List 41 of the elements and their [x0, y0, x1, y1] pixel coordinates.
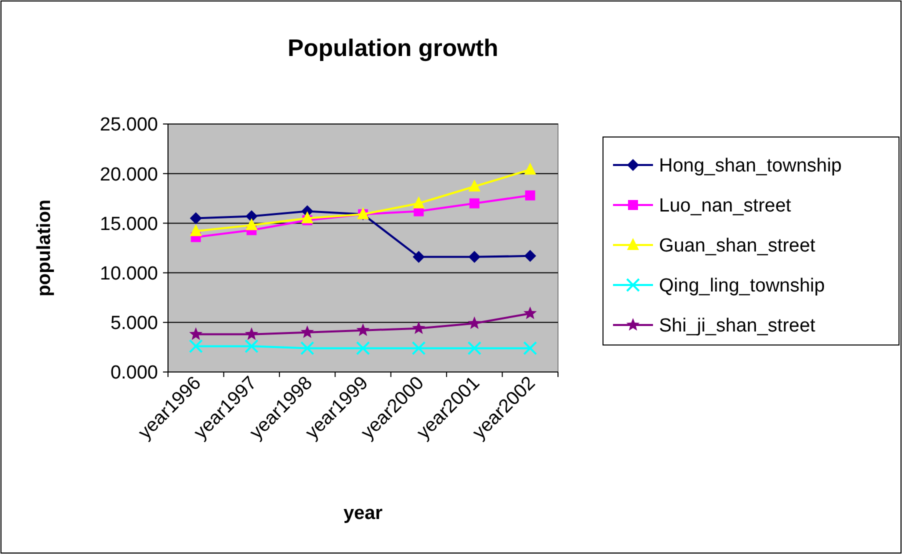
point — [190, 212, 202, 224]
point — [244, 339, 259, 354]
point — [244, 327, 258, 340]
legend-label: Hong_shan_township — [659, 156, 842, 177]
point — [523, 306, 537, 320]
point — [525, 190, 536, 200]
point — [300, 325, 314, 338]
point — [412, 196, 425, 208]
y-tick-label: 20.000 — [100, 164, 158, 186]
point — [300, 341, 314, 356]
y-tick-label: 25.000 — [100, 114, 158, 136]
legend-label: Luo_nan_street — [659, 196, 792, 217]
point — [412, 341, 426, 356]
legend-label: Qing_ling_township — [659, 276, 825, 297]
legend-label: Guan_shan_street — [659, 236, 816, 257]
point — [468, 316, 482, 330]
y-tick-label: 10.000 — [100, 263, 158, 284]
point — [412, 250, 425, 263]
point — [467, 341, 482, 356]
point — [412, 321, 426, 334]
x-axis-title: year — [343, 503, 384, 524]
point — [524, 162, 536, 175]
point — [468, 179, 480, 192]
point — [356, 323, 370, 336]
point — [190, 224, 202, 236]
point — [246, 218, 258, 230]
point — [188, 339, 203, 354]
y-axis-title: population — [34, 199, 55, 297]
point — [523, 341, 538, 356]
point — [301, 211, 314, 224]
y-tick-label: 5.000 — [110, 313, 158, 334]
point — [469, 198, 480, 208]
point — [524, 250, 536, 262]
point — [356, 341, 370, 356]
point — [468, 250, 480, 263]
point — [246, 210, 258, 222]
legend-label: Shi_ji_shan_street — [659, 316, 816, 337]
y-tick-label: 0.000 — [110, 362, 158, 384]
y-tick-label: 15.000 — [100, 214, 158, 235]
chart-title: Population growth — [288, 35, 498, 62]
point — [189, 327, 203, 340]
